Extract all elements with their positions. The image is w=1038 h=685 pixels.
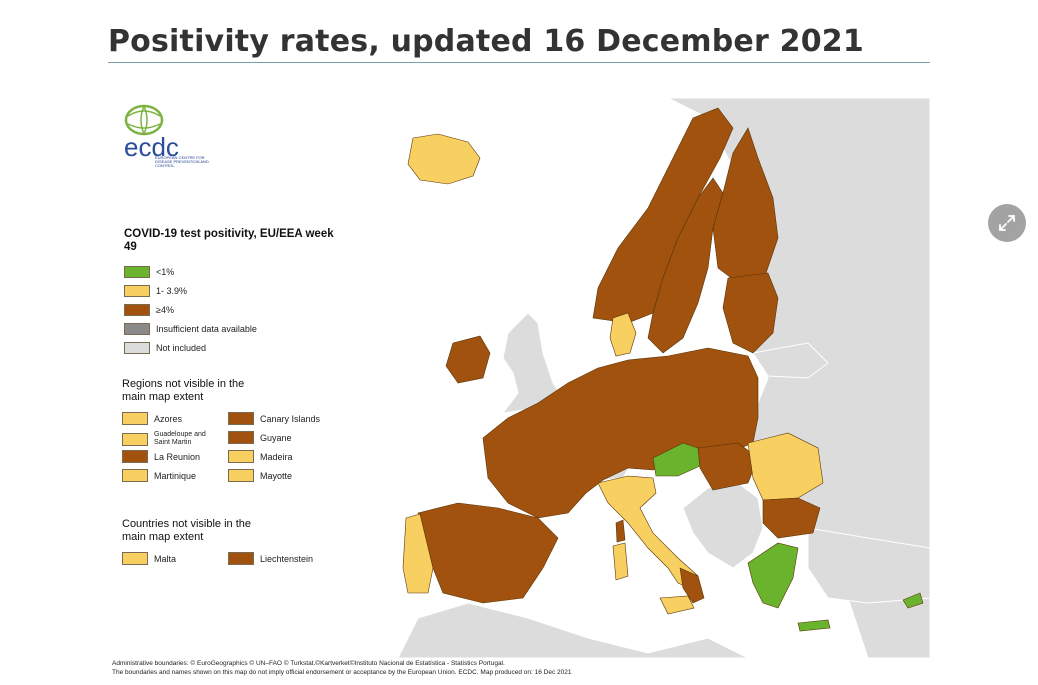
region-legend-item: Liechtenstein — [228, 552, 313, 565]
legend-label: Azores — [154, 413, 183, 424]
legend-label: Mayotte — [260, 470, 293, 481]
fullscreen-button[interactable] — [988, 204, 1026, 242]
sicily-region[interactable] — [659, 595, 695, 615]
romania-region[interactable] — [747, 432, 824, 501]
legend-label: Malta — [154, 553, 177, 564]
region-legend-item: Canary Islands — [228, 412, 320, 425]
iceland-region[interactable] — [407, 133, 481, 185]
page-title: Positivity rates, updated 16 December 20… — [108, 24, 864, 59]
europe-map[interactable] — [108, 98, 930, 658]
region-legend-item: Madeira — [228, 450, 293, 463]
region-legend-item: Mayotte — [228, 469, 292, 482]
portugal-region[interactable] — [402, 513, 434, 594]
legend-title: COVID-19 test positivity, EU/EEA week 49 — [124, 228, 334, 253]
spain-region[interactable] — [417, 502, 559, 604]
legend-swatch — [228, 450, 254, 463]
legend-swatch — [228, 412, 254, 425]
legend-label: Martinique — [154, 470, 197, 481]
legend-swatch — [124, 303, 150, 316]
expand-icon — [999, 215, 1015, 231]
legend-swatch — [228, 431, 254, 444]
legend-label: Insufficient data available — [156, 323, 257, 334]
legend-label: Guyane — [260, 432, 292, 443]
cyprus-region[interactable] — [902, 592, 924, 609]
balkans-landmass — [682, 482, 764, 569]
legend-swatch — [122, 552, 148, 565]
legend-swatch — [124, 284, 150, 297]
footer-line-1: Administrative boundaries: © EuroGeograp… — [112, 660, 505, 667]
region-legend-item: Martinique — [122, 469, 196, 482]
legend-label: <1% — [156, 266, 175, 277]
legend-swatch — [228, 469, 254, 482]
countries-section-title: Countries not visible in the main map ex… — [122, 518, 252, 543]
legend-swatch — [228, 552, 254, 565]
ecdc-logo: ecdc — [120, 100, 210, 172]
legend-swatch — [124, 322, 150, 335]
footer-line-2: The boundaries and names shown on this m… — [112, 668, 572, 676]
bulgaria-region[interactable] — [762, 497, 821, 539]
globe-icon: ecdc — [124, 104, 179, 168]
kaliningrad-belarus-region — [752, 342, 829, 379]
legend-label: 1- 3.9% — [156, 285, 188, 296]
legend: <1% 1- 3.9% ≥4% Insufficient data available… — [124, 262, 257, 357]
region-legend-item: La Reunion — [122, 450, 200, 463]
region-legend-item: Malta — [122, 552, 176, 565]
legend-swatch — [122, 412, 148, 425]
legend-swatch — [122, 450, 148, 463]
legend-label: Madeira — [260, 451, 293, 462]
turkey-landmass — [807, 527, 930, 604]
italy-south-region[interactable] — [679, 567, 705, 604]
legend-label: Canary Islands — [260, 413, 321, 424]
legend-swatch — [122, 432, 148, 446]
legend-swatch — [124, 265, 150, 278]
region-legend-item: Guadeloupe and Saint Martin — [122, 431, 222, 447]
logo-subtitle: EUROPEAN CENTRE FOR DISEASE PREVENTION A… — [155, 155, 209, 168]
legend-item: 1- 3.9% — [124, 281, 257, 300]
regions-section-title: Regions not visible in the main map exte… — [122, 378, 245, 403]
legend-item: ≥4% — [124, 300, 257, 319]
corsica-region[interactable] — [615, 519, 626, 543]
legend-label: ≥4% — [156, 304, 174, 315]
crete-region[interactable] — [797, 619, 831, 632]
baltics-region[interactable] — [722, 272, 779, 354]
legend-label: Guadeloupe and Saint Martin — [154, 431, 206, 446]
greece-region[interactable] — [747, 542, 799, 609]
region-legend-item: Azores — [122, 412, 182, 425]
legend-label: Liechtenstein — [260, 553, 314, 564]
sardinia-region[interactable] — [612, 542, 629, 581]
legend-item: <1% — [124, 262, 257, 281]
legend-label: Not included — [156, 342, 207, 353]
legend-item: Insufficient data available — [124, 319, 257, 338]
finland-region[interactable] — [712, 127, 779, 284]
denmark-region[interactable] — [609, 312, 637, 357]
legend-label: La Reunion — [154, 451, 201, 462]
footer: Administrative boundaries: © EuroGeograp… — [112, 660, 572, 677]
north-africa-landmass — [397, 602, 749, 658]
legend-swatch — [124, 341, 150, 354]
legend-item: Not included — [124, 338, 257, 357]
ireland-region[interactable] — [445, 335, 491, 384]
legend-swatch — [122, 469, 148, 482]
title-divider — [108, 62, 930, 63]
hungary-region[interactable] — [697, 442, 759, 491]
logo-text: ecdc — [124, 132, 179, 160]
region-legend-item: Guyane — [228, 431, 292, 444]
